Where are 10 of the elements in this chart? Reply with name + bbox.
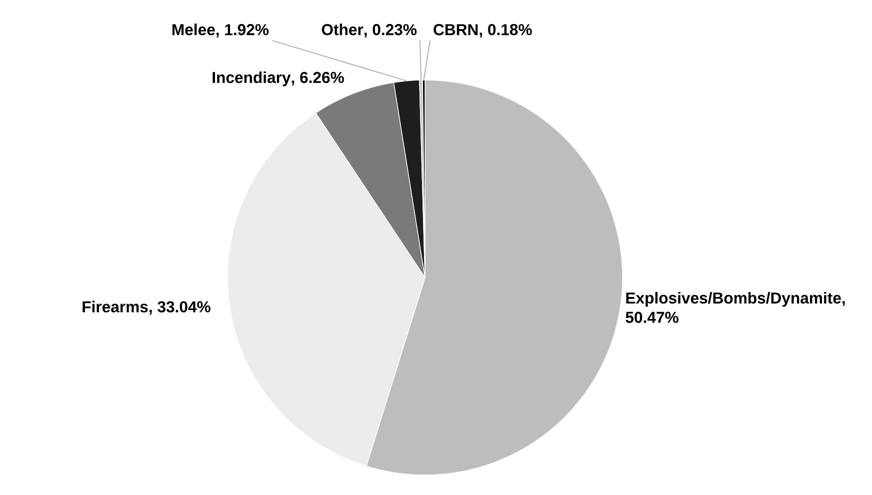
- data-label: , 0.23%: [364, 24, 417, 38]
- data-label: , 33.04%: [150, 301, 210, 315]
- data-label: , 6.26%: [292, 72, 344, 86]
- slice-label: Melee: [172, 24, 215, 36]
- slice-label: Firearms: [82, 300, 148, 312]
- slice-label: CBRN: [434, 24, 478, 36]
- data-label: , 0.18%: [480, 24, 532, 38]
- slice-label: Incendiary: [212, 71, 291, 86]
- data-label: , 1.92%: [216, 24, 269, 38]
- slice-label: Other: [322, 24, 364, 36]
